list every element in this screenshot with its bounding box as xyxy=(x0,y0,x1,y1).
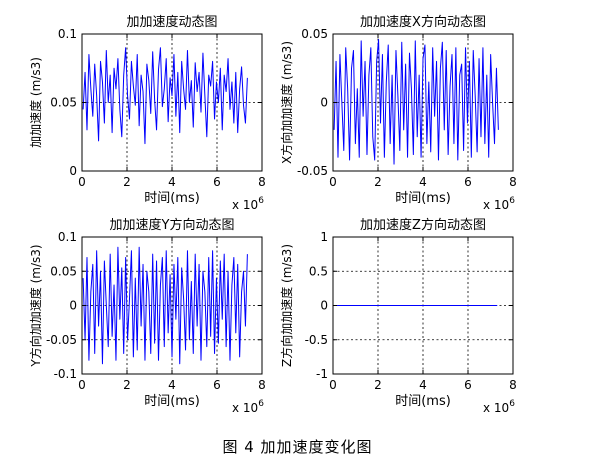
x-tick-label: 8 xyxy=(258,175,266,189)
x-axis-label: 时间(ms) xyxy=(395,394,451,409)
data-series-line xyxy=(82,47,248,145)
y-tick-label: 0 xyxy=(320,299,328,313)
y-axis-label: X方向加加速度 (m/s3) xyxy=(279,41,294,164)
data-series-line xyxy=(333,38,499,165)
x-tick-label: 8 xyxy=(509,175,517,189)
x-axis-multiplier: x 106 xyxy=(483,196,515,212)
y-tick-label: 1 xyxy=(320,230,328,244)
x-tick-label: 4 xyxy=(419,378,427,392)
y-tick-label: 0 xyxy=(320,96,328,110)
y-tick-label: 0.05 xyxy=(301,27,328,41)
chart-title: 加加速度动态图 xyxy=(126,14,217,30)
y-tick-label: -0.5 xyxy=(305,333,328,347)
y-tick-label: 0.5 xyxy=(309,264,328,278)
x-tick-label: 2 xyxy=(123,175,131,189)
x-tick-label: 0 xyxy=(329,175,337,189)
x-axis-multiplier: x 106 xyxy=(232,196,264,212)
chart-title: 加加速度Y方向动态图 xyxy=(110,217,235,233)
x-tick-label: 4 xyxy=(419,175,427,189)
y-tick-label: -0.05 xyxy=(297,164,328,178)
y-tick-label: -0.05 xyxy=(46,333,77,347)
y-tick-label: 0.05 xyxy=(50,96,77,110)
x-tick-label: 2 xyxy=(123,378,131,392)
x-axis-label: 时间(ms) xyxy=(395,191,451,206)
chart-title: 加加速度Z方向动态图 xyxy=(360,217,486,233)
x-tick-label: 0 xyxy=(78,378,86,392)
x-tick-label: 2 xyxy=(374,175,382,189)
x-axis-multiplier: x 106 xyxy=(232,399,264,415)
figure-caption: 图 4 加加速度变化图 xyxy=(222,438,373,456)
x-tick-label: 6 xyxy=(464,378,472,392)
x-axis-label: 时间(ms) xyxy=(144,394,200,409)
x-tick-label: 0 xyxy=(78,175,86,189)
x-tick-label: 4 xyxy=(168,378,176,392)
x-tick-label: 0 xyxy=(329,378,337,392)
y-tick-label: -1 xyxy=(316,367,328,381)
y-tick-label: -0.1 xyxy=(54,367,77,381)
y-tick-label: 0 xyxy=(69,164,77,178)
x-tick-label: 4 xyxy=(168,175,176,189)
x-tick-label: 6 xyxy=(213,378,221,392)
x-axis-label: 时间(ms) xyxy=(144,191,200,206)
y-tick-label: 0.05 xyxy=(50,264,77,278)
x-tick-label: 6 xyxy=(213,175,221,189)
x-tick-label: 2 xyxy=(374,378,382,392)
x-tick-label: 8 xyxy=(258,378,266,392)
y-tick-label: 0.1 xyxy=(58,27,77,41)
y-axis-label: 加加速度 (m/s3) xyxy=(28,57,43,148)
x-tick-label: 8 xyxy=(509,378,517,392)
x-tick-label: 6 xyxy=(464,175,472,189)
y-tick-label: 0.1 xyxy=(58,230,77,244)
chart-title: 加加速度X方向动态图 xyxy=(360,14,486,30)
data-series-line xyxy=(82,246,248,365)
y-axis-label: Y方向加加速度 (m/s3) xyxy=(28,244,43,367)
x-axis-multiplier: x 106 xyxy=(483,399,515,415)
y-axis-label: Z方向加加速度 (m/s3) xyxy=(279,244,294,367)
y-tick-label: 0 xyxy=(69,299,77,313)
